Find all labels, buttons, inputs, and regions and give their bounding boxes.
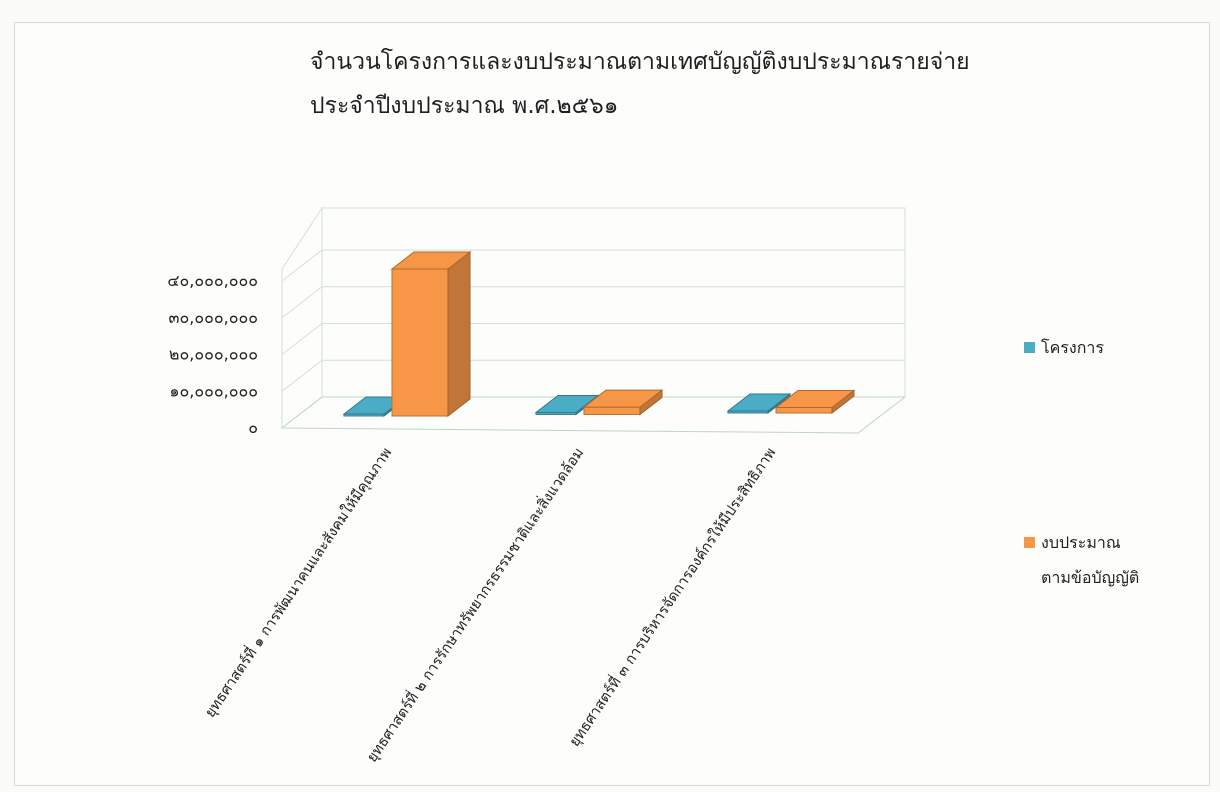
y-tick-label: ๓๐,๐๐๐,๐๐๐ <box>169 308 258 327</box>
y-tick-label: ๔๐,๐๐๐,๐๐๐ <box>167 271 258 290</box>
bar-budget <box>583 406 641 415</box>
legend-item-budget: งบประมาณ ตามข้อบัญญัติ <box>1024 531 1139 591</box>
x-tick-label: ยุทธศาสตร์ที่ ๒ การรักษาทรัพยากรธรรมชาติ… <box>362 444 588 766</box>
bar-budget-side <box>447 250 471 418</box>
legend-swatch-projects <box>1024 342 1035 353</box>
gridline <box>281 286 905 319</box>
y-tick-label: ๒๐,๐๐๐,๐๐๐ <box>169 345 258 364</box>
bar-projects-top <box>726 393 792 412</box>
x-tick-label: ยุทธศาสตร์ที่ ๑ การพัฒนาคนและสังคมให้มีค… <box>200 444 395 721</box>
legend-label-budget-line2: ตามข้อบัญญัติ <box>1041 568 1140 587</box>
gridline <box>281 359 905 392</box>
y-tick-label: ๑๐,๐๐๐,๐๐๐ <box>169 381 258 400</box>
legend-item-projects: โครงการ <box>1024 336 1104 361</box>
legend-label-projects: โครงการ <box>1041 338 1104 357</box>
legend-label-budget: งบประมาณ <box>1041 533 1121 552</box>
bar-budget-top <box>390 251 472 270</box>
bar-budget-top <box>774 389 856 408</box>
chart-title: จำนวนโครงการและงบประมาณตามเทศบัญญัติงบปร… <box>310 49 970 75</box>
chart-side-wall <box>281 206 323 430</box>
y-tick-label: ๐ <box>248 418 258 437</box>
x-tick-label: ยุทธศาสตร์ที่ ๓ การบริหารจัดการองค์กรให้… <box>564 444 779 750</box>
bar-budget-top <box>582 389 664 408</box>
chart-floor <box>280 396 907 434</box>
gridline <box>281 249 905 282</box>
bar-budget <box>391 268 449 417</box>
chart-subtitle: ประจำปีงบประมาณ พ.ศ.๒๕๖๑ <box>310 93 619 119</box>
legend-swatch-budget <box>1024 537 1035 548</box>
bar-budget <box>775 406 833 414</box>
gridline <box>281 323 905 355</box>
bar-projects-top <box>534 394 600 413</box>
